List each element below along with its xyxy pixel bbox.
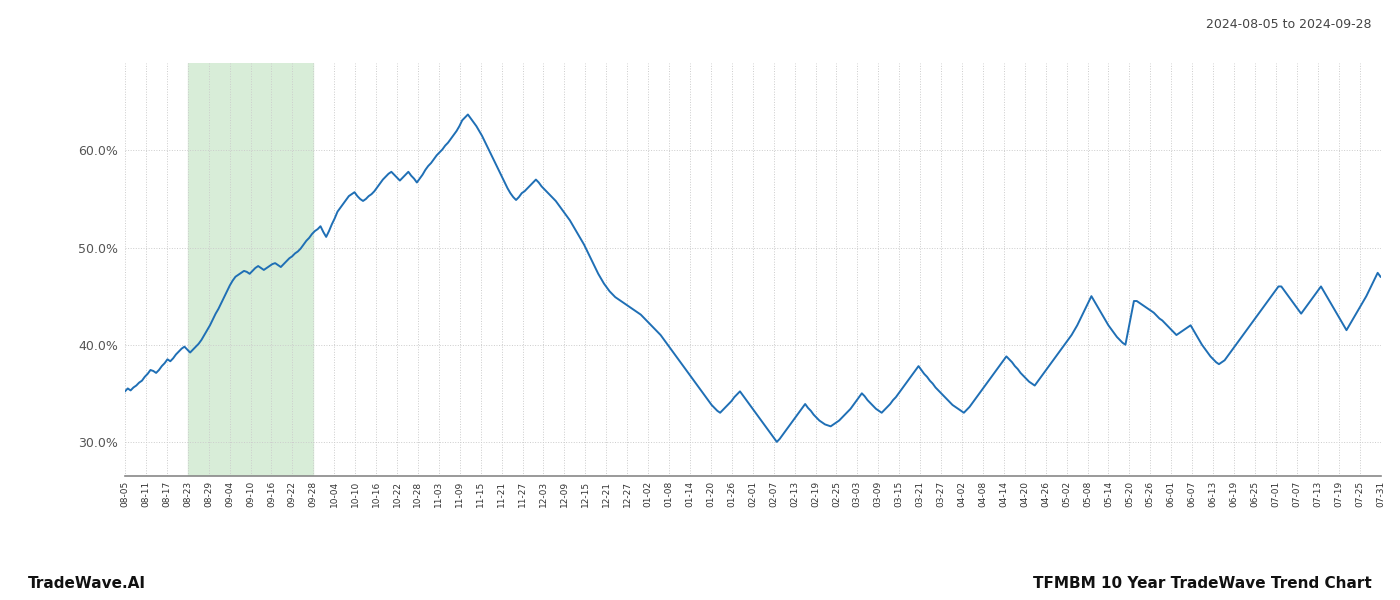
Text: 2024-08-05 to 2024-09-28: 2024-08-05 to 2024-09-28	[1207, 18, 1372, 31]
Bar	[188, 63, 314, 476]
Text: TradeWave.AI: TradeWave.AI	[28, 576, 146, 591]
Text: TFMBM 10 Year TradeWave Trend Chart: TFMBM 10 Year TradeWave Trend Chart	[1033, 576, 1372, 591]
